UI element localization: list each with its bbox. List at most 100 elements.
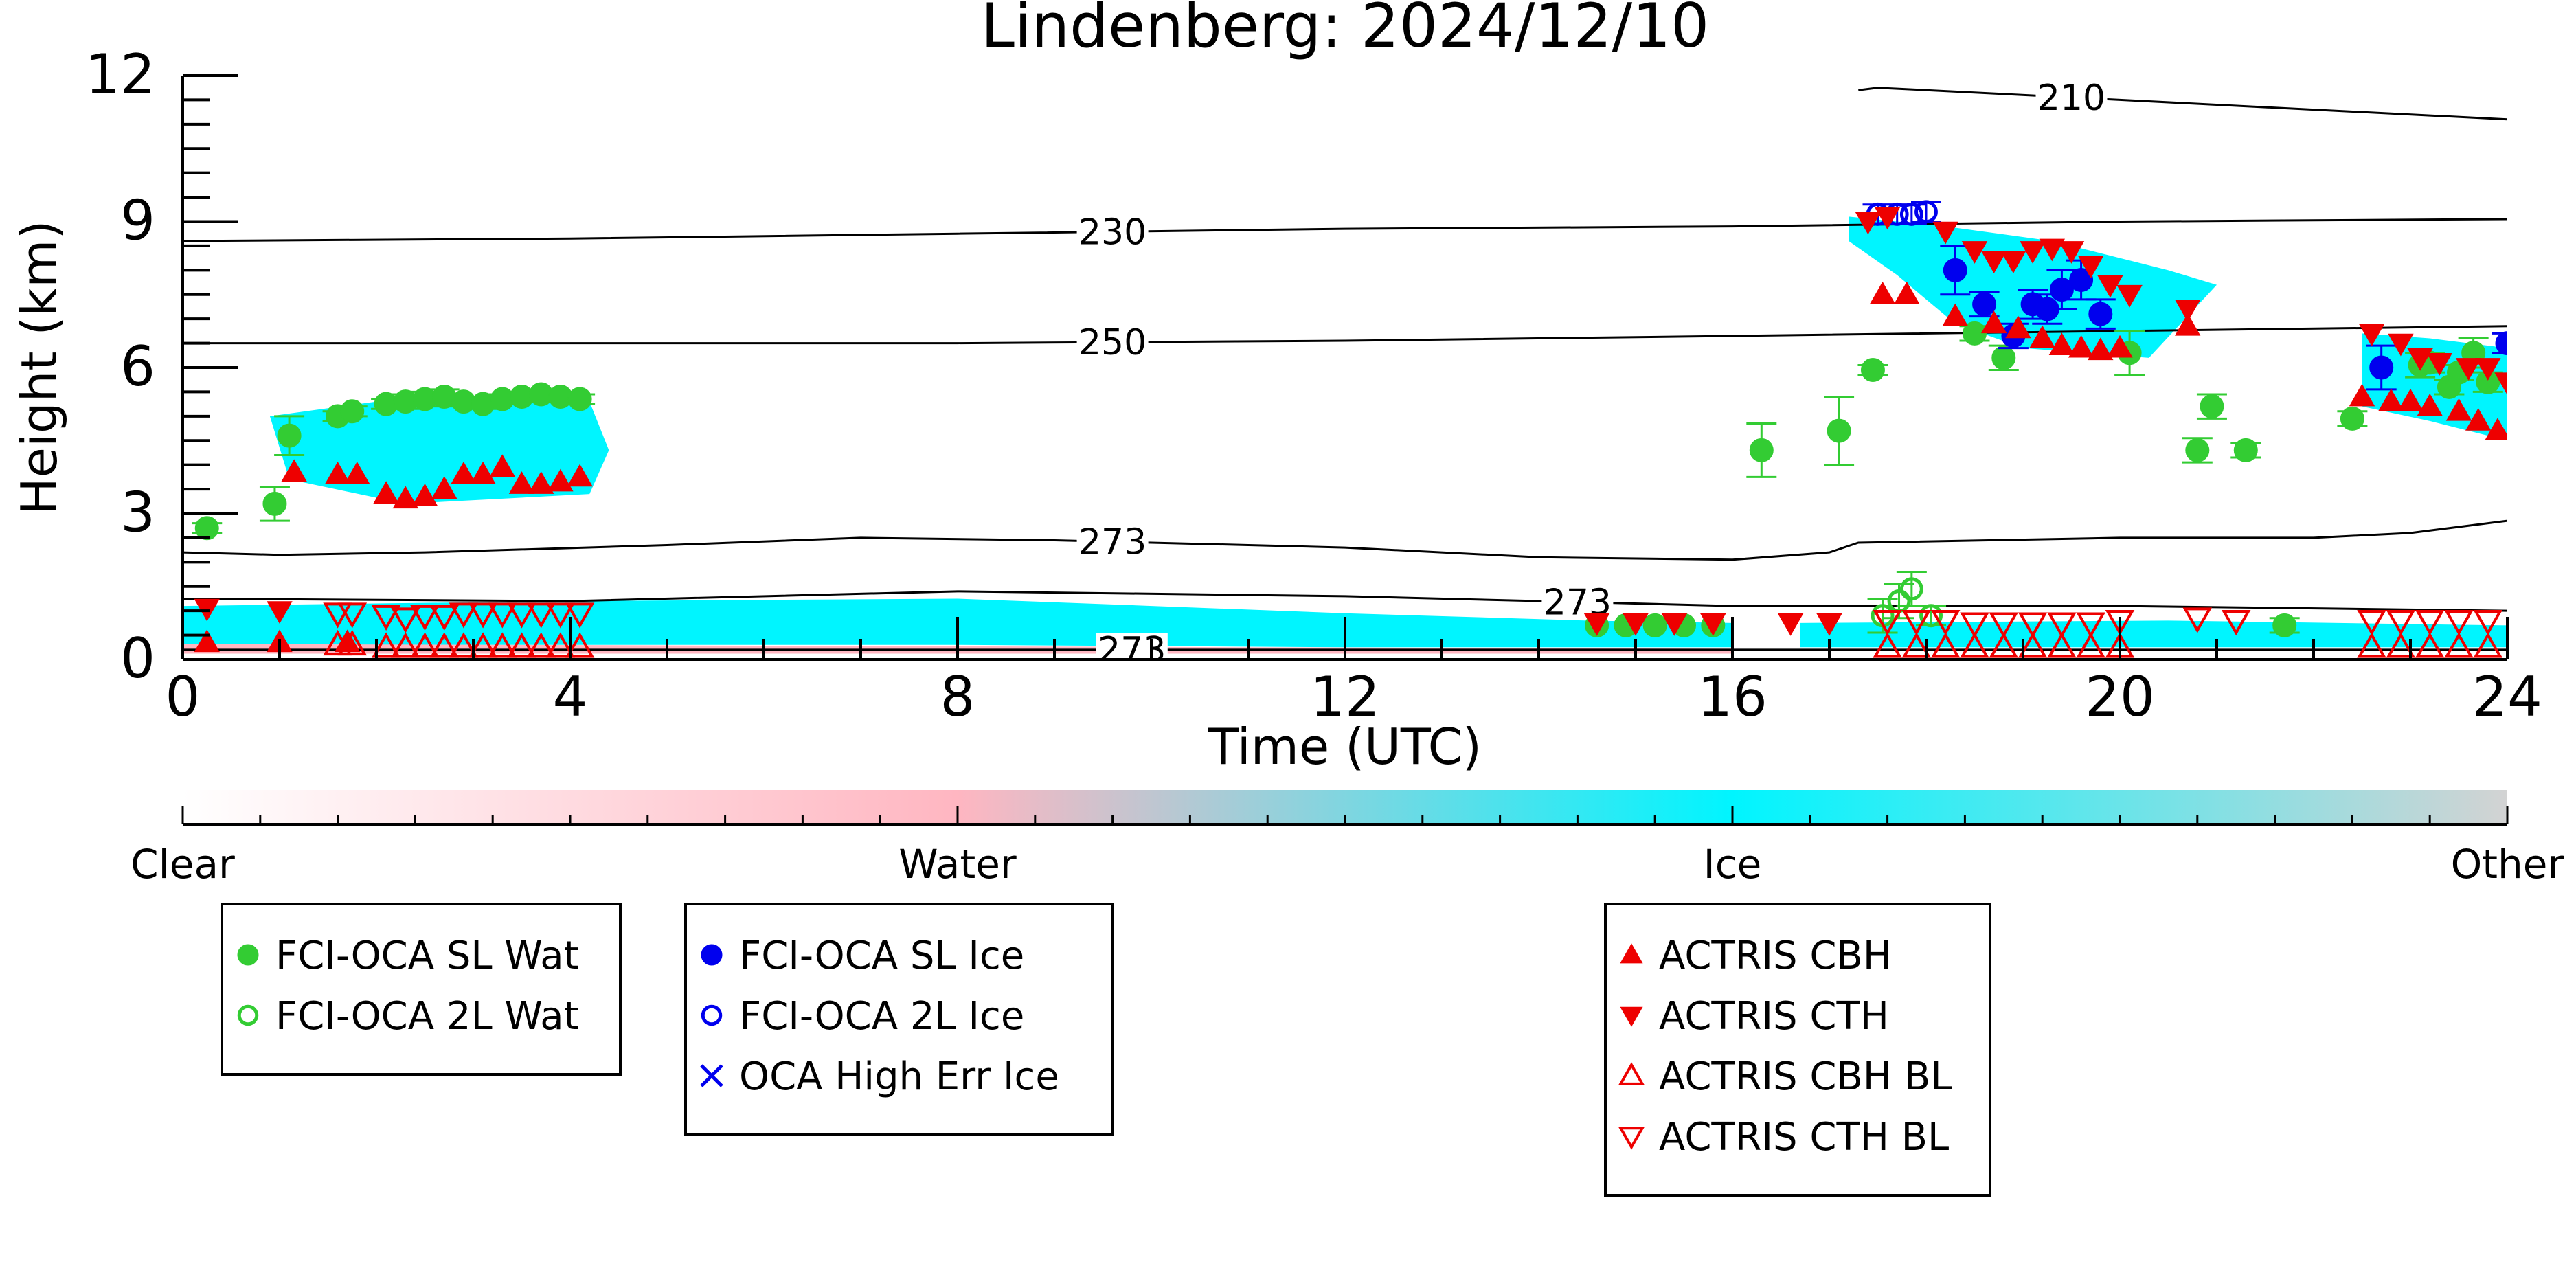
marker [2047, 632, 2077, 658]
contour-230 [183, 218, 2507, 242]
marker [1583, 613, 1610, 636]
marker [2349, 383, 2375, 407]
marker [2185, 438, 2210, 462]
legend-group: ACTRIS CBH ACTRIS CTH ACTRIS CBH BL ACTRIS … [1604, 903, 1991, 1197]
contour-label-bg [2035, 80, 2108, 114]
x-tick-label: 4 [553, 665, 588, 729]
series-actris-cth [194, 207, 2507, 636]
marker [1989, 632, 2019, 658]
chart-title: Lindenberg: 2024/12/10 [981, 0, 1709, 61]
marker [429, 605, 459, 631]
marker [2058, 241, 2085, 264]
marker [2445, 398, 2472, 421]
marker [2378, 388, 2404, 411]
marker [237, 944, 259, 966]
marker [1932, 221, 1958, 245]
marker [449, 632, 479, 658]
marker [1919, 604, 1943, 628]
marker [2494, 372, 2507, 396]
marker [323, 602, 352, 629]
marker [1661, 613, 1688, 636]
marker [1855, 212, 1882, 235]
contour-273 [183, 590, 2507, 612]
marker [468, 632, 498, 658]
legend-label: FCI-OCA SL Wat [275, 934, 579, 978]
contour-label: 273 [1078, 522, 1146, 563]
marker [507, 632, 536, 658]
marker [567, 387, 592, 411]
contour-label-bg [1096, 633, 1168, 659]
marker [526, 602, 556, 629]
marker [1963, 321, 1987, 346]
series-actris-cbh-bl [323, 629, 2503, 658]
legend-label: ACTRIS CBH [1659, 934, 1892, 978]
legend-group: FCI-OCA SL Ice FCI-OCA 2L Ice OCA High Err… [684, 903, 1114, 1136]
marker [1620, 1006, 1643, 1027]
marker [371, 632, 401, 658]
marker [1816, 613, 1842, 636]
marker [2485, 418, 2507, 440]
y-tick-label: 0 [120, 626, 155, 690]
marker [391, 632, 420, 658]
contour-label-bg [1076, 326, 1149, 359]
marker [2048, 332, 2075, 356]
marker [1960, 632, 1989, 658]
marker [1860, 358, 1885, 383]
marker [545, 602, 576, 629]
marker [1930, 632, 1961, 658]
marker [1874, 207, 1901, 230]
contour-label-bg [1076, 215, 1149, 249]
marker [545, 632, 576, 658]
marker [2272, 613, 2297, 637]
marker [1899, 202, 1923, 226]
marker [2077, 256, 2104, 279]
series-actris-cth-bl [323, 602, 2503, 638]
marker [237, 1004, 259, 1026]
legend-label: ACTRIS CBH BL [1659, 1054, 1952, 1099]
legend-box [684, 903, 1114, 1136]
marker [2088, 302, 2113, 326]
contour-210 [1858, 87, 2507, 121]
marker [449, 602, 479, 629]
marker [2182, 607, 2213, 633]
marker [700, 1064, 723, 1087]
marker [1901, 632, 1932, 658]
contour-label-bg [1541, 585, 1614, 619]
marker [337, 602, 368, 629]
marker [2116, 284, 2143, 308]
colorbar-label: Water [899, 841, 1017, 888]
marker [373, 481, 399, 504]
marker [194, 516, 219, 541]
legend: FCI-OCA SL Wat FCI-OCA 2L Wat FCI-OCA SL I… [221, 903, 1991, 1197]
marker [2388, 333, 2414, 357]
legend-box [1604, 903, 1991, 1197]
marker-stroke [700, 1064, 723, 1087]
marker [1991, 346, 2016, 370]
marker [1899, 577, 1923, 601]
marker [2358, 324, 2385, 347]
marker [701, 944, 723, 966]
series-actris-cbh [194, 281, 2507, 653]
marker [565, 632, 595, 658]
marker [1623, 613, 1649, 636]
marker [2415, 609, 2445, 636]
x-tick-label: 12 [1310, 665, 1380, 729]
marker [371, 605, 401, 631]
marker [468, 602, 498, 629]
marker [488, 632, 517, 658]
marker [2020, 241, 2046, 264]
marker [281, 459, 307, 482]
marker [2174, 313, 2201, 336]
marker [1700, 613, 1726, 636]
marker [262, 491, 287, 516]
marker [451, 461, 477, 484]
x-tick-label: 20 [2085, 665, 2155, 729]
marker [2049, 278, 2074, 302]
legend-label: OCA High Err Ice [739, 1054, 1059, 1099]
marker [2221, 609, 2251, 636]
marker [2076, 612, 2105, 638]
contour-label: 210 [2037, 78, 2105, 119]
marker [324, 461, 351, 484]
marker [1943, 258, 1967, 282]
